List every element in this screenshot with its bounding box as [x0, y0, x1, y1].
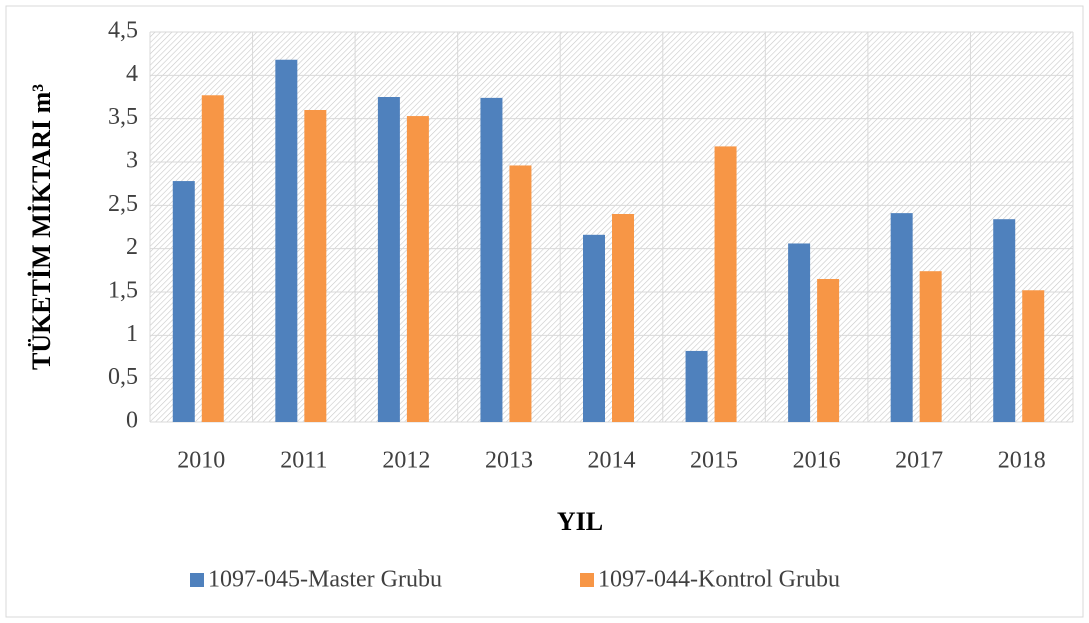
- bar: [612, 214, 634, 422]
- bar: [788, 243, 811, 422]
- plot-area: [150, 32, 1073, 422]
- y-tick-label: 3,5: [108, 104, 138, 130]
- y-tick-label: 2: [126, 234, 138, 260]
- bar: [509, 165, 532, 422]
- bar: [1022, 290, 1045, 422]
- y-tick-label: 0: [126, 408, 138, 434]
- bar: [583, 234, 605, 422]
- x-tick-label: 2017: [895, 448, 943, 474]
- bar: [817, 279, 840, 422]
- y-tick-label: 1,5: [108, 278, 138, 304]
- y-tick-label: 1: [126, 321, 138, 347]
- bar: [714, 146, 737, 422]
- x-tick-label: 2012: [382, 448, 430, 474]
- legend-label: 1097-044-Kontrol Grubu: [598, 567, 840, 593]
- bar: [275, 59, 298, 422]
- bar: [890, 213, 913, 422]
- bar: [406, 116, 429, 423]
- y-tick-label: 3: [126, 148, 138, 174]
- bar: [172, 181, 195, 422]
- bar: [201, 95, 224, 423]
- bar: [377, 97, 400, 422]
- bar: [919, 271, 942, 422]
- bar: [685, 350, 708, 422]
- x-tick-label: 2010: [177, 448, 225, 474]
- bar: [304, 110, 327, 422]
- x-tick-label: 2014: [588, 448, 636, 474]
- bar: [993, 219, 1016, 422]
- legend-swatch: [190, 573, 204, 587]
- y-tick-label: 0,5: [108, 364, 138, 390]
- x-tick-label: 2013: [485, 448, 533, 474]
- x-tick-label: 2018: [998, 448, 1046, 474]
- x-tick-label: 2011: [280, 448, 327, 474]
- legend-swatch: [580, 573, 594, 587]
- y-tick-label: 2,5: [108, 191, 138, 217]
- x-axis-title: YIL: [557, 507, 603, 536]
- legend-label: 1097-045-Master Grubu: [208, 567, 442, 593]
- y-axis-title: TÜKETİM MİKTARI m³: [27, 84, 56, 370]
- x-tick-label: 2015: [690, 448, 738, 474]
- y-tick-label: 4,5: [108, 18, 138, 44]
- x-tick-label: 2016: [793, 448, 841, 474]
- y-tick-label: 4: [126, 61, 138, 87]
- bar: [480, 97, 503, 422]
